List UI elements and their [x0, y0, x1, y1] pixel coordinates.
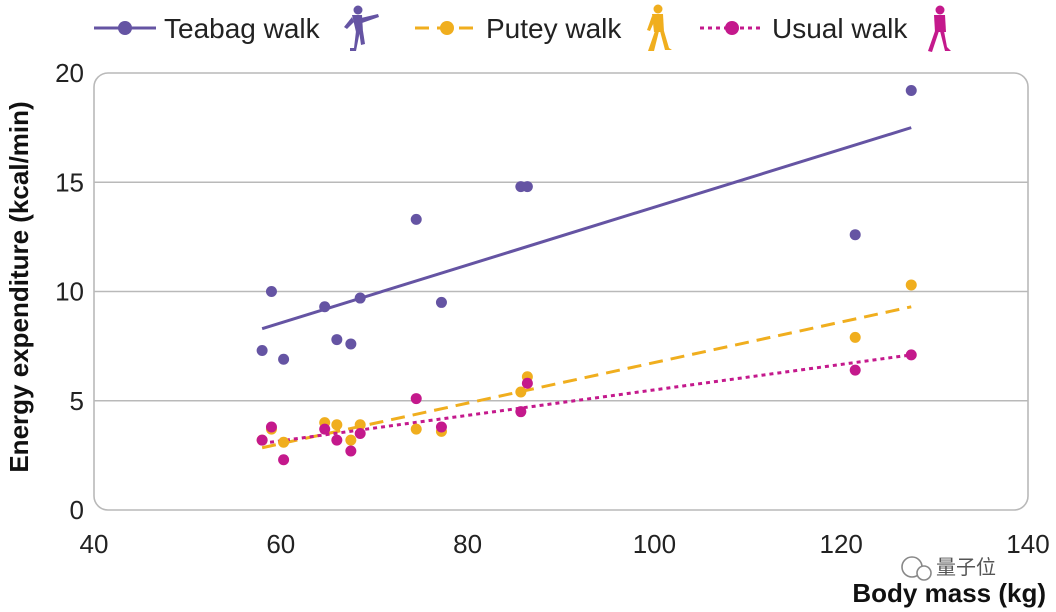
y-tick-label-20: 20	[55, 58, 84, 88]
point-usual-0	[257, 435, 268, 446]
legend-marker-usual	[725, 21, 739, 35]
point-teabag-0	[257, 345, 268, 356]
point-usual-10	[522, 378, 533, 389]
legend-label-usual: Usual walk	[772, 13, 908, 44]
point-teabag-12	[906, 85, 917, 96]
legend-label-putey: Putey walk	[486, 13, 622, 44]
x-tick-label-140: 140	[1006, 529, 1049, 559]
y-tick-label-15: 15	[55, 167, 84, 197]
legend-item-putey: Putey walk	[415, 5, 672, 52]
legend-item-teabag: Teabag walk	[94, 6, 379, 52]
point-putey-7	[411, 424, 422, 435]
point-usual-9	[515, 406, 526, 417]
point-usual-11	[850, 365, 861, 376]
y-tick-label-10: 10	[55, 277, 84, 307]
point-putey-4	[331, 419, 342, 430]
point-putey-2	[278, 437, 289, 448]
point-usual-7	[411, 393, 422, 404]
point-usual-5	[345, 446, 356, 457]
point-usual-12	[906, 349, 917, 360]
legend-label-teabag: Teabag walk	[164, 13, 321, 44]
x-tick-label-40: 40	[80, 529, 109, 559]
point-usual-2	[278, 454, 289, 465]
point-putey-12	[906, 279, 917, 290]
x-tick-label-100: 100	[633, 529, 676, 559]
chart: 40 60 80 100 120 140 0 5 10 15 20 Energy expendit…	[0, 0, 1056, 612]
point-putey-9	[515, 387, 526, 398]
legend-marker-teabag	[118, 21, 132, 35]
y-tick-labels: 0 5 10 15 20	[55, 58, 84, 525]
point-teabag-3	[319, 301, 330, 312]
point-putey-11	[850, 332, 861, 343]
point-teabag-4	[331, 334, 342, 345]
point-teabag-7	[411, 214, 422, 225]
point-usual-6	[355, 428, 366, 439]
point-usual-4	[331, 435, 342, 446]
point-teabag-10	[522, 181, 533, 192]
y-tick-label-5: 5	[70, 386, 84, 416]
point-teabag-5	[345, 338, 356, 349]
teabag-walker-icon	[344, 6, 379, 52]
point-teabag-2	[278, 354, 289, 365]
point-teabag-1	[266, 286, 277, 297]
point-usual-3	[319, 424, 330, 435]
y-axis-title: Energy expenditure (kcal/min)	[4, 101, 34, 472]
point-usual-8	[436, 421, 447, 432]
wechat-icon-inner	[917, 566, 931, 580]
point-teabag-6	[355, 293, 366, 304]
legend: Teabag walk Putey walk	[94, 5, 951, 53]
watermark: 量子位	[902, 556, 996, 580]
legend-item-usual: Usual walk	[700, 6, 951, 53]
x-axis-title: Body mass (kg)	[852, 578, 1046, 608]
point-putey-5	[345, 435, 356, 446]
putey-walker-icon	[647, 5, 672, 52]
watermark-text: 量子位	[936, 556, 996, 579]
usual-walker-icon	[928, 6, 951, 53]
point-teabag-8	[436, 297, 447, 308]
legend-marker-putey	[440, 21, 454, 35]
x-tick-label-80: 80	[453, 529, 482, 559]
y-tick-label-0: 0	[70, 495, 84, 525]
x-tick-label-120: 120	[820, 529, 863, 559]
x-tick-labels: 40 60 80 100 120 140	[80, 529, 1050, 559]
point-usual-1	[266, 421, 277, 432]
point-teabag-11	[850, 229, 861, 240]
x-tick-label-60: 60	[266, 529, 295, 559]
